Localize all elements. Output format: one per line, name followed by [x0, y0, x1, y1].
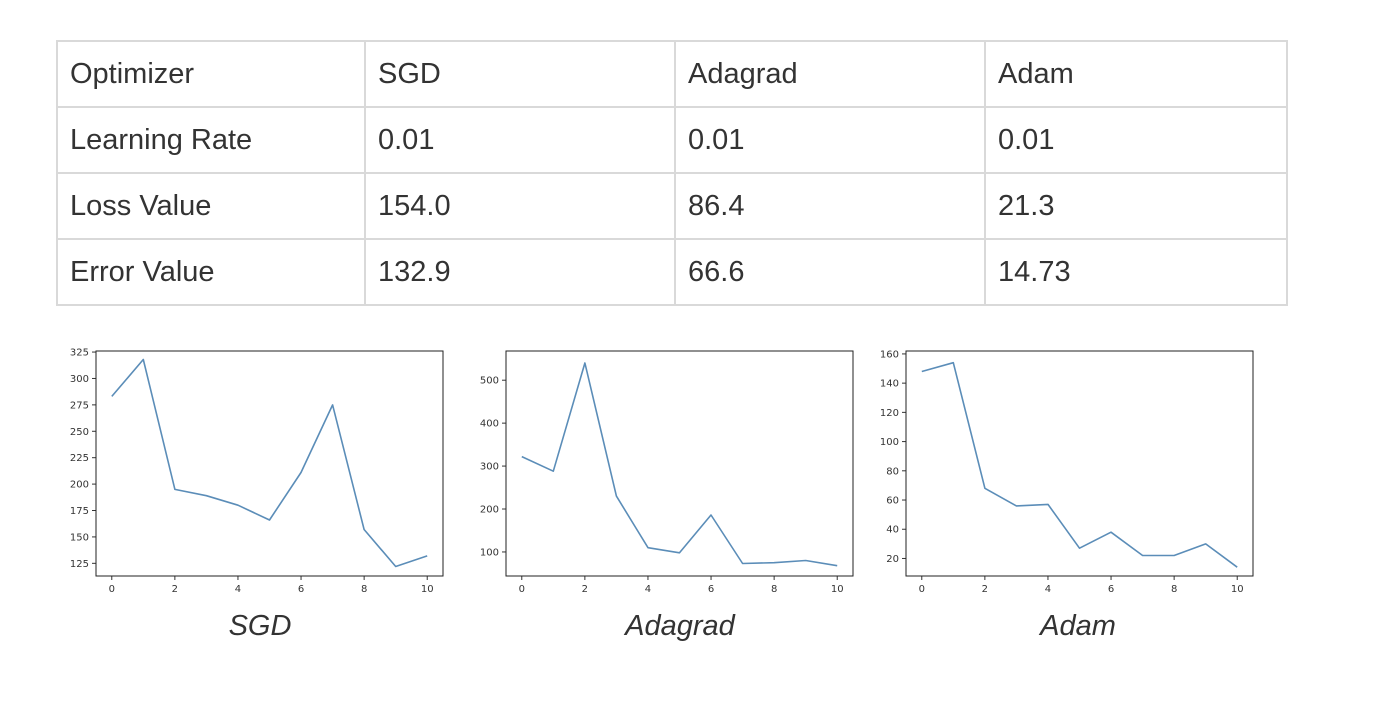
adagrad-plot: 100 200 300 400 500 0 2 4 6 8 10 — [470, 345, 860, 595]
sgd-ytick-label: 275 — [70, 400, 89, 411]
row-label-cell: Learning Rate — [56, 106, 366, 174]
sgd-ytick-label: 125 — [70, 559, 89, 570]
adagrad-xtick-label: 10 — [831, 584, 844, 595]
adagrad-ytick-label: 100 — [480, 547, 499, 558]
adagrad-xtick-label: 8 — [771, 584, 777, 595]
adagrad-xtick-label: 4 — [645, 584, 651, 595]
sgd-ytick-label: 175 — [70, 506, 89, 517]
adagrad-xtick-label: 6 — [708, 584, 714, 595]
adagrad-ytick-label: 400 — [480, 419, 499, 430]
optimizer-row: Optimizer SGD Adagrad Adam — [56, 40, 1288, 108]
optimizer-comparison-table: Optimizer SGD Adagrad Adam Learning Rate 0.01… — [56, 40, 1288, 306]
sgd-xtick-label: 6 — [298, 584, 304, 595]
table-header-cell: Optimizer — [56, 40, 366, 108]
sgd-plot-frame — [95, 350, 444, 577]
sgd-plot: 125 150 175 200 225 250 275 300 325 0 2 4 6 8 10 — [60, 345, 450, 595]
table-body: Optimizer SGD Adagrad Adam Learning Rate 0.01… — [56, 40, 1288, 306]
table-cell: 0.01 — [674, 106, 986, 174]
adam-xtick-label: 6 — [1108, 584, 1114, 595]
table-cell: 66.6 — [674, 238, 986, 306]
adam-xtick-label: 2 — [982, 584, 988, 595]
sgd-ytick-label: 300 — [70, 374, 89, 385]
adam-series-line — [921, 361, 1238, 568]
adam-plot-frame — [905, 350, 1254, 577]
table-cell: 21.3 — [984, 172, 1288, 240]
adagrad-xtick-label: 0 — [519, 584, 525, 595]
sgd-ytick-label: 200 — [70, 480, 89, 491]
adam-plot-svg: 20 40 60 80 100 120 140 160 0 2 4 6 8 10 — [880, 349, 1254, 595]
table-cell: 0.01 — [984, 106, 1288, 174]
sgd-ytick-label: 150 — [70, 532, 89, 543]
sgd-series-line — [111, 358, 428, 568]
table-header-cell: Adagrad — [674, 40, 986, 108]
adagrad-ytick-label: 200 — [480, 505, 499, 516]
adam-caption: Adam — [1040, 610, 1116, 642]
table-cell: 0.01 — [364, 106, 676, 174]
adam-ytick-label: 120 — [880, 408, 899, 419]
loss-value-row: Loss Value 154.0 86.4 21.3 — [56, 172, 1288, 240]
adam-ytick-label: 40 — [886, 525, 899, 536]
sgd-xtick-label: 10 — [421, 584, 434, 595]
adam-plot: 20 40 60 80 100 120 140 160 0 2 4 6 8 10 — [870, 345, 1260, 595]
adagrad-xtick-label: 2 — [582, 584, 588, 595]
adagrad-plot-frame — [505, 350, 854, 577]
sgd-ytick-label: 250 — [70, 427, 89, 438]
adam-ytick-label: 60 — [886, 496, 899, 507]
row-label-cell: Loss Value — [56, 172, 366, 240]
table-cell: 154.0 — [364, 172, 676, 240]
sgd-xtick-label: 8 — [361, 584, 367, 595]
adam-xtick-label: 4 — [1045, 584, 1051, 595]
table-header-cell: Adam — [984, 40, 1288, 108]
sgd-xtick-label: 0 — [109, 584, 115, 595]
adam-xtick-label: 8 — [1171, 584, 1177, 595]
learning-rate-row: Learning Rate 0.01 0.01 0.01 — [56, 106, 1288, 174]
table-cell: 132.9 — [364, 238, 676, 306]
table-cell: 14.73 — [984, 238, 1288, 306]
adagrad-series-line — [521, 362, 838, 567]
adam-ytick-label: 20 — [886, 554, 899, 565]
sgd-ytick-label: 325 — [70, 348, 89, 359]
error-value-row: Error Value 132.9 66.6 14.73 — [56, 238, 1288, 306]
adam-xtick-label: 10 — [1231, 584, 1244, 595]
adagrad-caption: Adagrad — [625, 610, 735, 642]
sgd-xtick-label: 2 — [172, 584, 178, 595]
adam-ytick-label: 80 — [886, 466, 899, 477]
sgd-ytick-label: 225 — [70, 453, 89, 464]
sgd-xtick-label: 4 — [235, 584, 241, 595]
adagrad-plot-svg: 100 200 300 400 500 0 2 4 6 8 10 — [480, 350, 854, 595]
adam-xtick-label: 0 — [919, 584, 925, 595]
adam-ytick-label: 100 — [880, 437, 899, 448]
table-cell: 86.4 — [674, 172, 986, 240]
row-label-cell: Error Value — [56, 238, 366, 306]
adagrad-ytick-label: 500 — [480, 376, 499, 387]
table-header-cell: SGD — [364, 40, 676, 108]
sgd-caption: SGD — [228, 610, 292, 642]
adam-ytick-label: 140 — [880, 379, 899, 390]
sgd-plot-svg: 125 150 175 200 225 250 275 300 325 0 2 4 6 8 10 — [70, 348, 444, 595]
adam-ytick-label: 160 — [880, 349, 899, 360]
adagrad-ytick-label: 300 — [480, 462, 499, 473]
